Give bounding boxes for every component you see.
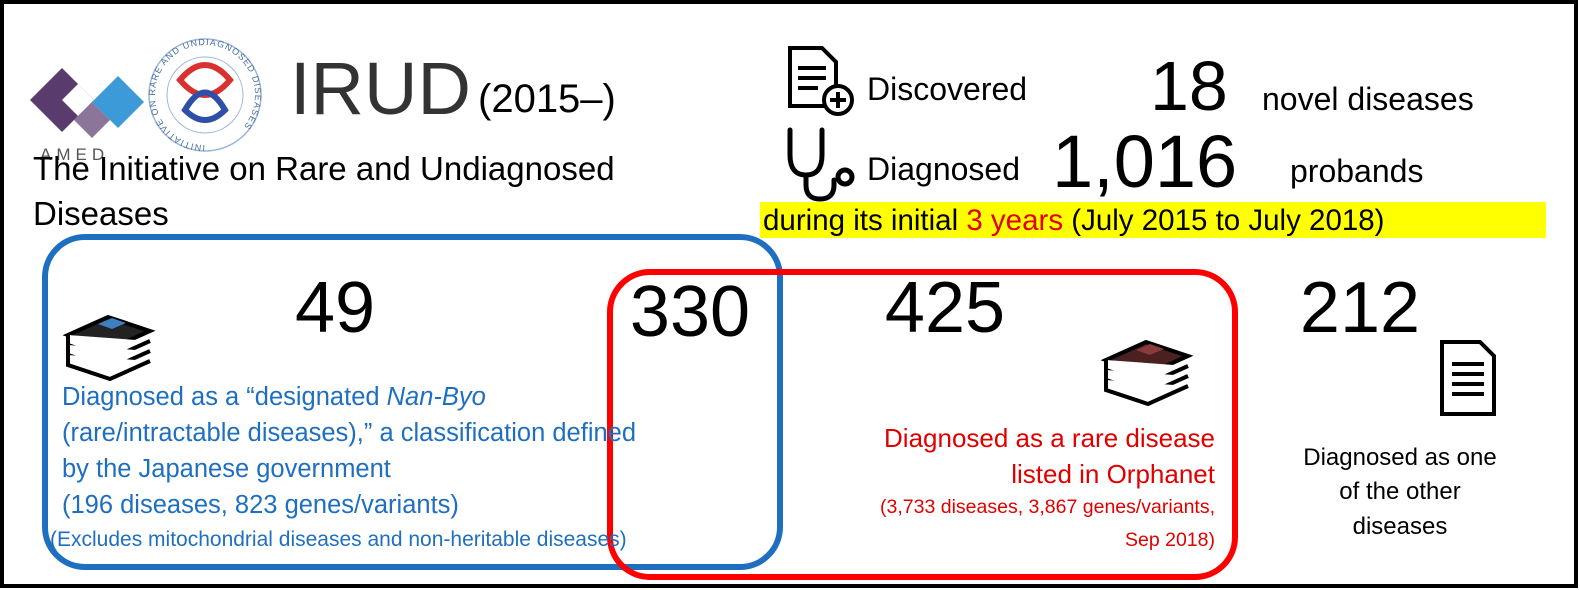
nanbyo-note: (Excludes mitochondrial diseases and non… xyxy=(50,528,627,551)
title: IRUD xyxy=(290,47,471,130)
nanbyo-desc: Diagnosed as a “designated Nan-Byo xyxy=(62,383,486,411)
period-before: during its initial xyxy=(763,204,966,237)
amed-text: AMED xyxy=(40,145,109,164)
subtitle-line: Diseases xyxy=(33,195,169,232)
group-count: 49 xyxy=(295,268,375,348)
summary-verb: Diagnosed xyxy=(867,151,1020,187)
period-highlight xyxy=(760,202,1546,238)
period: during its initial 3 years (July 2015 to… xyxy=(763,204,1384,237)
group-count: 212 xyxy=(1300,268,1420,348)
period-years: 3 years xyxy=(966,204,1063,237)
nanbyo-lead: Diagnosed as a “designated xyxy=(62,383,387,411)
document-icon xyxy=(1440,340,1496,416)
nanbyo-outline xyxy=(42,234,783,570)
nanbyo-desc: by the Japanese government xyxy=(62,455,391,483)
summary-verb: Discovered xyxy=(867,71,1027,107)
stethoscope-icon xyxy=(787,127,855,202)
years: (2015–) xyxy=(478,77,616,121)
other-desc: of the other xyxy=(1339,478,1460,505)
amed-logo xyxy=(30,68,144,138)
other-desc: Diagnosed as one xyxy=(1303,444,1496,471)
orphanet-note: (3,733 diseases, 3,867 genes/variants, xyxy=(880,496,1215,518)
summary-unit: probands xyxy=(1290,153,1423,189)
subtitle-line: The Initiative on Rare and Undiagnosed xyxy=(33,150,615,187)
nanbyo-desc: (196 diseases, 823 genes/variants) xyxy=(62,491,459,519)
orphanet-outline xyxy=(607,269,1238,580)
orphanet-desc: Diagnosed as a rare disease xyxy=(884,423,1215,453)
books-icon xyxy=(62,314,156,382)
other-desc: diseases xyxy=(1353,513,1448,540)
nanbyo-term: Nan-Byo xyxy=(387,383,486,411)
nanbyo-desc: (rare/intractable diseases),” a classifi… xyxy=(62,419,636,447)
summary-count: 1,016 xyxy=(1052,120,1237,203)
group-count: 330 xyxy=(630,272,750,352)
books-icon xyxy=(1100,339,1194,407)
summary-count: 18 xyxy=(1150,47,1228,125)
document-icon xyxy=(788,46,854,116)
period-after: (July 2015 to July 2018) xyxy=(1063,204,1384,237)
group-count: 425 xyxy=(885,268,1005,348)
orphanet-note: Sep 2018) xyxy=(1125,529,1215,551)
orphanet-desc: listed in Orphanet xyxy=(1011,459,1216,489)
summary-unit: novel diseases xyxy=(1262,81,1474,117)
